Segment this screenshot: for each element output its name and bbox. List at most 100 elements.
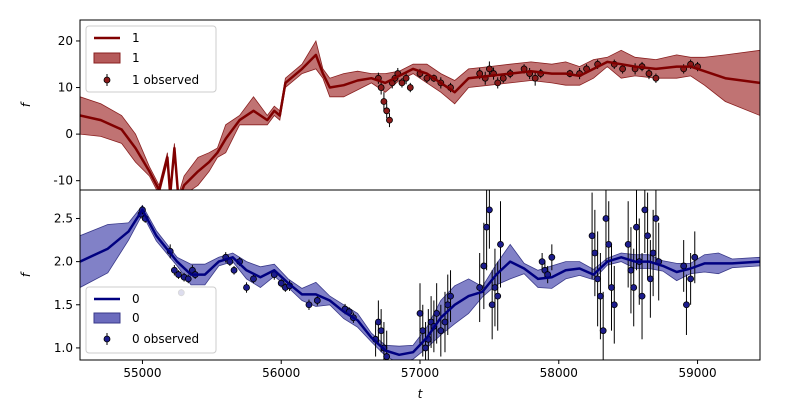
y-tick-label: 1.0: [54, 341, 73, 355]
y-tick-label: 2.5: [54, 211, 73, 225]
observed-point: [491, 248, 499, 327]
observed-point: [588, 192, 596, 279]
observed-point: [437, 304, 445, 357]
observed-point: [683, 274, 690, 335]
observed-marker: [175, 271, 182, 278]
observed-marker: [591, 249, 599, 257]
observed-point: [485, 61, 493, 77]
observed-marker: [170, 266, 178, 274]
bottom-x-ticks: 55000 56000 57000 58000 59000: [123, 360, 717, 380]
observed-marker: [497, 240, 504, 248]
observed-point: [170, 265, 178, 276]
observed-marker: [531, 74, 539, 82]
top-confidence-band: [80, 39, 760, 190]
observed-point: [406, 82, 414, 93]
observed-point: [531, 70, 539, 86]
y-tick-label: 0: [65, 127, 73, 141]
observed-marker: [423, 74, 431, 82]
observed-point: [386, 113, 393, 128]
observed-point: [313, 295, 321, 306]
observed-marker: [480, 262, 488, 270]
bottom-y-axis-label: f: [19, 271, 33, 277]
observed-point: [497, 201, 504, 288]
observed-point: [594, 231, 602, 327]
observed-point: [433, 283, 441, 344]
observed-marker: [605, 240, 613, 248]
observed-marker: [488, 301, 496, 309]
observed-marker: [402, 74, 410, 82]
bottom-legend-box: [85, 286, 217, 354]
observed-point: [483, 190, 491, 271]
observed-marker: [624, 240, 632, 248]
observed-marker: [386, 116, 393, 124]
observed-marker: [645, 70, 653, 77]
observed-marker: [494, 292, 502, 300]
top-legend-points-label: 1 observed: [132, 73, 199, 87]
observed-marker: [380, 98, 388, 105]
observed-marker: [619, 65, 627, 73]
top-legend: 1 1 1 observed: [85, 25, 217, 93]
top-gp-mean-line: [80, 53, 760, 190]
observed-point: [277, 278, 285, 288]
observed-marker: [447, 292, 454, 300]
observed-point: [243, 282, 250, 293]
y-tick-label: 20: [58, 34, 73, 48]
observed-marker: [548, 253, 556, 261]
observed-marker: [633, 223, 640, 231]
top-panel: -10 0 10 20 f 1 1 1 observed: [19, 19, 761, 191]
observed-point: [184, 274, 192, 284]
observed-marker: [383, 107, 391, 115]
observed-marker: [638, 292, 646, 300]
observed-point: [687, 252, 695, 305]
observed-point: [652, 73, 660, 83]
observed-marker: [230, 266, 238, 274]
observed-marker: [588, 232, 596, 240]
top-legend-box: [85, 25, 217, 93]
observed-marker: [652, 215, 660, 222]
observed-marker: [406, 84, 414, 91]
gp-mean-line: [80, 208, 760, 357]
observed-marker: [608, 284, 615, 291]
observed-point: [423, 73, 431, 83]
bottom-legend: 0 0 0 observed: [85, 286, 217, 354]
observed-marker: [538, 258, 546, 266]
confidence-band-area: [80, 39, 760, 190]
observed-marker: [641, 206, 649, 214]
y-tick-label: 2.0: [54, 255, 73, 269]
observed-point: [485, 190, 493, 249]
y-tick-label: -10: [53, 174, 73, 188]
observed-point: [680, 240, 688, 292]
observed-marker: [491, 284, 499, 291]
observed-marker: [305, 301, 313, 309]
observed-marker: [597, 292, 604, 300]
x-tick-label: 57000: [401, 366, 439, 380]
observed-marker: [646, 275, 654, 283]
top-legend-marker: [103, 76, 111, 84]
observed-marker: [313, 297, 321, 304]
observed-marker: [398, 79, 406, 87]
observed-point: [476, 252, 484, 323]
observed-marker: [630, 284, 638, 291]
observed-marker: [437, 327, 445, 335]
observed-point: [599, 291, 607, 360]
observed-marker: [499, 74, 507, 82]
observed-marker: [416, 310, 424, 317]
bottom-plot-area: [80, 190, 760, 360]
bottom-legend-line-label: 0: [132, 292, 140, 306]
observed-point: [494, 77, 502, 89]
observed-point: [602, 190, 610, 262]
observed-point: [402, 72, 410, 85]
observed-marker: [680, 262, 688, 270]
observed-marker: [483, 223, 491, 231]
top-y-ticks: -10 0 10 20: [53, 34, 80, 188]
observed-point: [638, 252, 646, 340]
bottom-gp-mean-line: [80, 208, 760, 357]
observed-point: [652, 190, 660, 262]
y-tick-label: 1.5: [54, 298, 73, 312]
observed-marker: [687, 275, 695, 283]
observed-marker: [377, 327, 385, 335]
observed-marker: [277, 279, 285, 287]
top-y-axis-label: f: [19, 101, 33, 107]
observed-point: [441, 291, 449, 353]
